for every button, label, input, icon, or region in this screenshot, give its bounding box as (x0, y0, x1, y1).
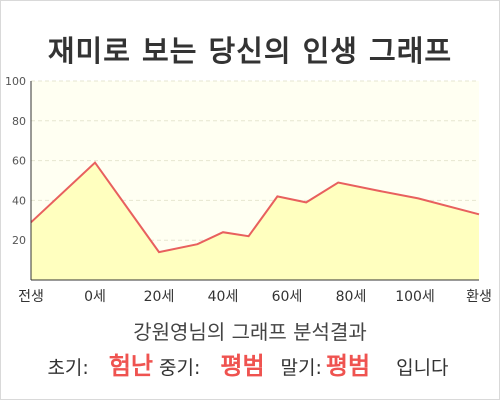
late-stage-label: 말기: (280, 357, 322, 379)
x-tick-labels: 전생 0세 20세 40세 60세 80세 100세 환생 (18, 289, 492, 305)
x-tick-label: 0세 (84, 289, 106, 305)
early-stage-value: 험난 (108, 352, 153, 380)
y-tick-label: 80 (12, 115, 26, 128)
y-tick-label: 40 (12, 194, 26, 207)
x-tick-label: 100세 (395, 289, 435, 305)
late-stage-value: 평범 (325, 352, 371, 380)
x-tick-label: 40세 (208, 289, 239, 305)
y-tick-label: 100 (5, 75, 26, 88)
x-tick-label: 20세 (144, 289, 175, 305)
x-tick-label: 환생 (466, 289, 492, 305)
y-tick-label: 20 (12, 234, 26, 247)
mid-stage-value: 평범 (220, 352, 265, 380)
suffix-text: 입니다 (396, 357, 449, 379)
mid-stage-label: 중기: (159, 357, 201, 379)
analysis-subtitle: 강원영님의 그래프 분석결과 (133, 320, 367, 344)
axes (30, 81, 479, 281)
series-area (31, 162, 479, 280)
x-tick-label: 60세 (272, 289, 303, 305)
life-stage-summary: 초기: 험난 중기: 평범 말기: 평범 입니다 (0, 346, 500, 381)
x-tick-label: 80세 (336, 289, 367, 305)
chart-title: 재미로 보는 당신의 인생 그래프 (47, 34, 453, 68)
y-tick-label: 60 (12, 155, 26, 168)
early-stage-label: 초기: (47, 357, 89, 379)
series-line (30, 161, 480, 254)
x-tick-label: 전생 (18, 289, 44, 305)
y-tick-labels: 20 40 60 80 100 (5, 75, 26, 247)
